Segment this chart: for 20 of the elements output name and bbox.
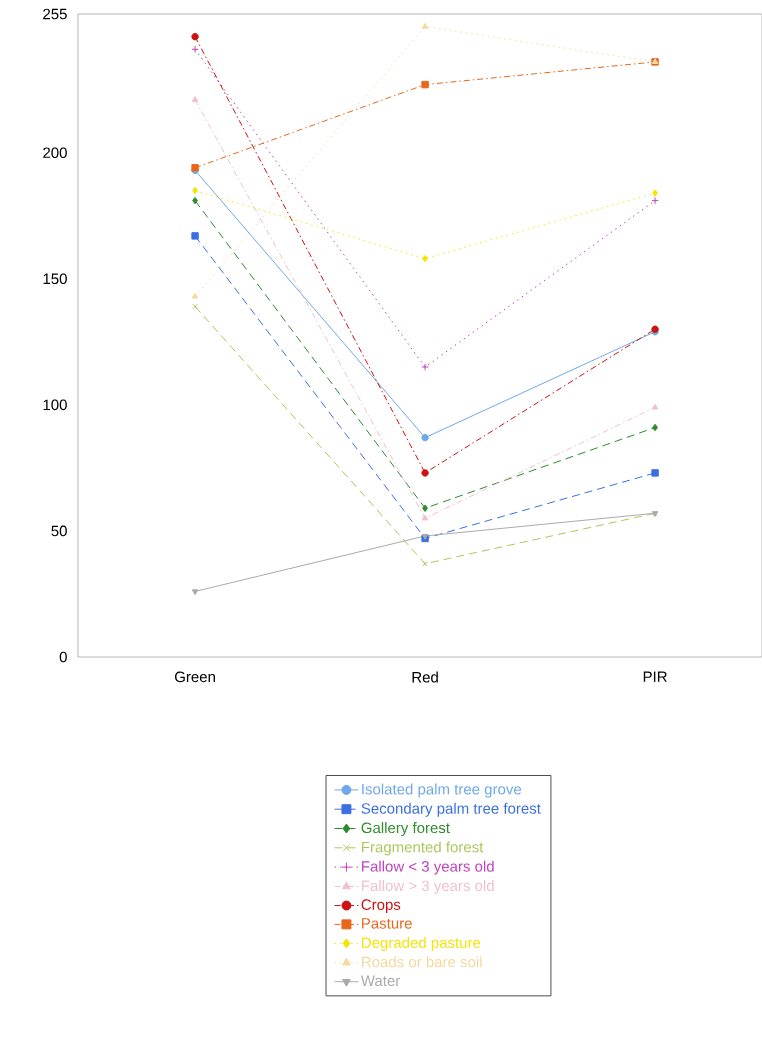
legend-label: Degraded pasture (362, 936, 481, 951)
y-tick-label: 255 (43, 8, 67, 20)
x-tick-label: Green (174, 671, 215, 683)
legend-label: Fallow > 3 years old (362, 880, 494, 894)
legend-label: Fallow < 3 years old (362, 860, 494, 875)
legend-label: Crops (361, 899, 401, 913)
y-tick-label: 150 (43, 273, 67, 285)
x-tick-label: PIR (643, 671, 667, 682)
legend-label: Gallery forest (361, 822, 450, 837)
legend-label: Roads or bare soil (362, 956, 482, 968)
legend-label: Secondary palm tree forest (361, 802, 541, 817)
y-tick-label: 50 (51, 525, 67, 537)
y-tick-label: 0 (59, 651, 67, 663)
legend-label: Fragmented forest (362, 841, 484, 856)
legend-label: Water (360, 975, 401, 987)
legend-label: Isolated palm tree grove (362, 783, 522, 798)
y-tick-label: 100 (43, 399, 67, 411)
legend-label: Pasture (362, 918, 412, 929)
y-tick-label: 200 (43, 147, 67, 158)
x-tick-label: Red (412, 671, 438, 683)
